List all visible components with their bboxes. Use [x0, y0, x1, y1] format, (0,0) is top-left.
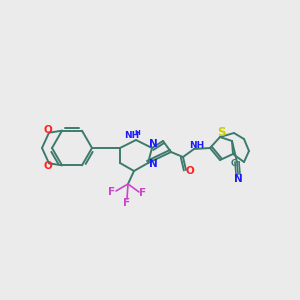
Text: NH: NH [124, 131, 140, 140]
Text: H: H [134, 130, 140, 136]
Text: S: S [217, 125, 225, 139]
Text: N: N [234, 174, 242, 184]
Text: N: N [148, 159, 158, 169]
Text: N: N [148, 139, 158, 149]
Text: F: F [108, 187, 116, 197]
Text: O: O [44, 161, 52, 171]
Text: C: C [231, 158, 237, 167]
Text: F: F [123, 198, 130, 208]
Text: O: O [44, 125, 52, 135]
Text: O: O [186, 166, 194, 176]
Text: NH: NH [189, 142, 205, 151]
Text: F: F [140, 188, 147, 198]
